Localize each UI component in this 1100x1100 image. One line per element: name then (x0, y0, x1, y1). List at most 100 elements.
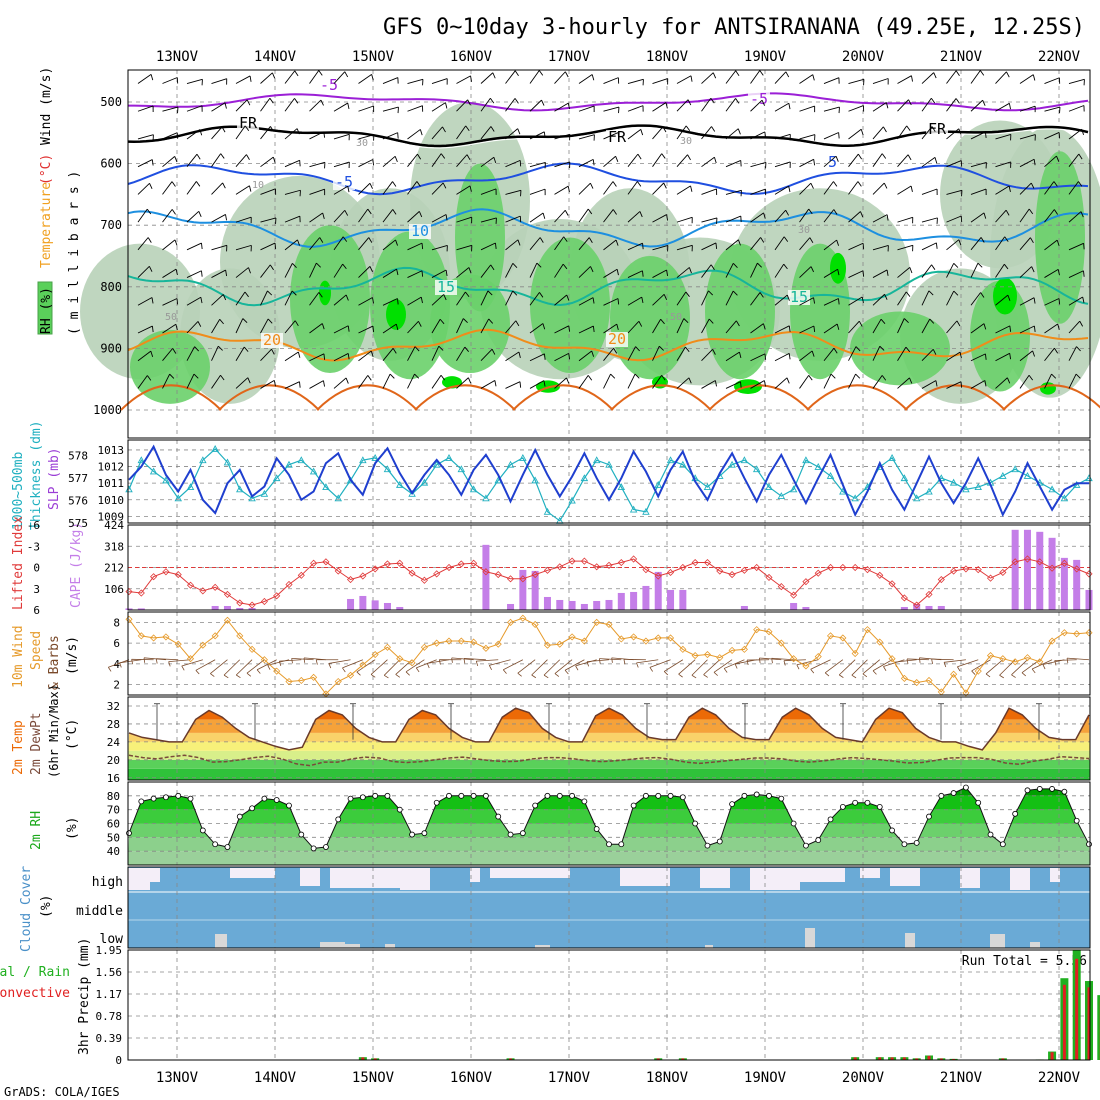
precip-bar-convective (681, 1058, 685, 1060)
isotherm-15 (127, 266, 1089, 307)
wind-speed-marker (666, 634, 675, 642)
wind-barb-feather (249, 185, 252, 192)
rh-marker (421, 830, 428, 837)
wind-barb-feather (318, 292, 323, 298)
wind-tick-label: 8 (113, 616, 120, 629)
wind-barb-staff (578, 350, 592, 362)
panel-frame (127, 866, 1091, 949)
wind-barb-feather (194, 346, 200, 352)
thickness-marker (839, 487, 847, 495)
wind-barb-staff (750, 237, 761, 251)
wind-barb-staff (1019, 134, 1036, 140)
cape-bar (383, 602, 391, 610)
wind-barb-feather (783, 236, 789, 242)
wind-barb-10m (703, 659, 721, 675)
temp-band (128, 708, 1090, 720)
day-label-top: 16NOV (450, 49, 493, 65)
wind-barb-feather (273, 380, 276, 387)
wind-barb-staff (603, 77, 619, 84)
wind-barb-10m-feather (862, 673, 868, 678)
rh-band (128, 851, 1090, 865)
wind-barb-staff (554, 185, 569, 195)
wind-barb-staff (333, 102, 348, 112)
wind-barb-staff (480, 188, 497, 195)
wind-barb-feather (1051, 373, 1057, 379)
wind-barb-feather (735, 70, 740, 77)
precip-bar-convective (1062, 984, 1066, 1060)
thickness-marker (322, 483, 330, 491)
wind-barb-feather (931, 126, 936, 132)
wind-barb-staff (603, 155, 616, 168)
wind-barb-feather (685, 346, 690, 353)
rh-shade-green (130, 329, 210, 404)
thickness-marker (629, 505, 638, 513)
wind-barb-feather (397, 298, 399, 305)
wind-barb-feather (369, 183, 373, 189)
cape-bar (679, 589, 687, 610)
wind-barb-feather (634, 373, 640, 379)
wind-barb-10m (370, 659, 388, 675)
wind-barb-staff (897, 346, 907, 361)
wind-barb-feather (566, 377, 570, 384)
cloud-low-bar (385, 944, 395, 948)
wind-barb-feather (414, 373, 420, 379)
wind-barb-staff (578, 134, 595, 140)
lifted-index-marker (260, 597, 268, 606)
rh-marker (409, 831, 415, 838)
lifted-index-marker (162, 568, 170, 576)
wind-barb-10m-feather (543, 674, 549, 679)
wind-barb-feather (172, 348, 177, 354)
cape-bar (236, 607, 244, 610)
precip-bar-convective (373, 1058, 377, 1060)
wind-barb-feather (786, 377, 790, 384)
wind-barb-staff (137, 325, 153, 334)
wind-barb-staff (823, 132, 839, 140)
thickness-marker (137, 456, 146, 464)
wind-barb-feather (737, 239, 741, 246)
wind-barb-staff (260, 156, 274, 168)
wind-barb-10m (587, 659, 610, 662)
lifted-index-marker (174, 571, 182, 579)
precip-ylabel-conv: Convective (0, 986, 70, 1001)
wind-barb-10m (463, 658, 486, 661)
contour-label-bg (237, 116, 259, 131)
cloud-low-bar (1030, 942, 1040, 948)
rh-marker (458, 792, 465, 799)
wind-barb-feather (764, 131, 767, 138)
precip-bar-convective (361, 1057, 365, 1060)
wind-barb-staff (284, 70, 296, 84)
wind-barb-10m (1011, 659, 1028, 676)
wind-barb-staff (162, 373, 171, 389)
wind-barb-feather (1032, 74, 1036, 81)
wind-barb-staff (382, 132, 398, 140)
rh-marker (729, 801, 735, 808)
wind-barb-10m-feather (315, 659, 318, 665)
wind-barb-staff (186, 373, 195, 389)
thickness-marker (851, 494, 859, 502)
rh-marker (593, 826, 600, 832)
wind-barb-10m (862, 659, 881, 675)
wind-barb-staff (652, 102, 667, 112)
wind-speed-marker (506, 618, 515, 626)
rh-marker (1024, 787, 1031, 794)
wind-barb-10m (810, 659, 831, 670)
rh-marker (618, 841, 625, 848)
wind-barb-staff (407, 153, 418, 167)
lifted-index-marker (346, 575, 355, 584)
panel-frame (127, 69, 1091, 439)
slp-ylabel-slp: SLP (mb) (47, 447, 62, 510)
wind-barb-feather (1028, 208, 1034, 215)
wind-barb-staff (1044, 132, 1060, 140)
wind-barb-10m-feather (586, 661, 590, 667)
wind-barb-staff (627, 373, 636, 389)
wind-barb-staff (284, 239, 298, 251)
wind-barb-staff (480, 156, 495, 168)
wind-barb-10m-feather (155, 658, 158, 664)
wind-barb-staff (407, 321, 419, 334)
wind-barb-staff (382, 77, 399, 84)
wind-barb-feather (512, 263, 518, 268)
rh-marker (298, 831, 305, 838)
wind-barb-feather (933, 72, 937, 79)
wind-barb-staff (260, 242, 276, 251)
